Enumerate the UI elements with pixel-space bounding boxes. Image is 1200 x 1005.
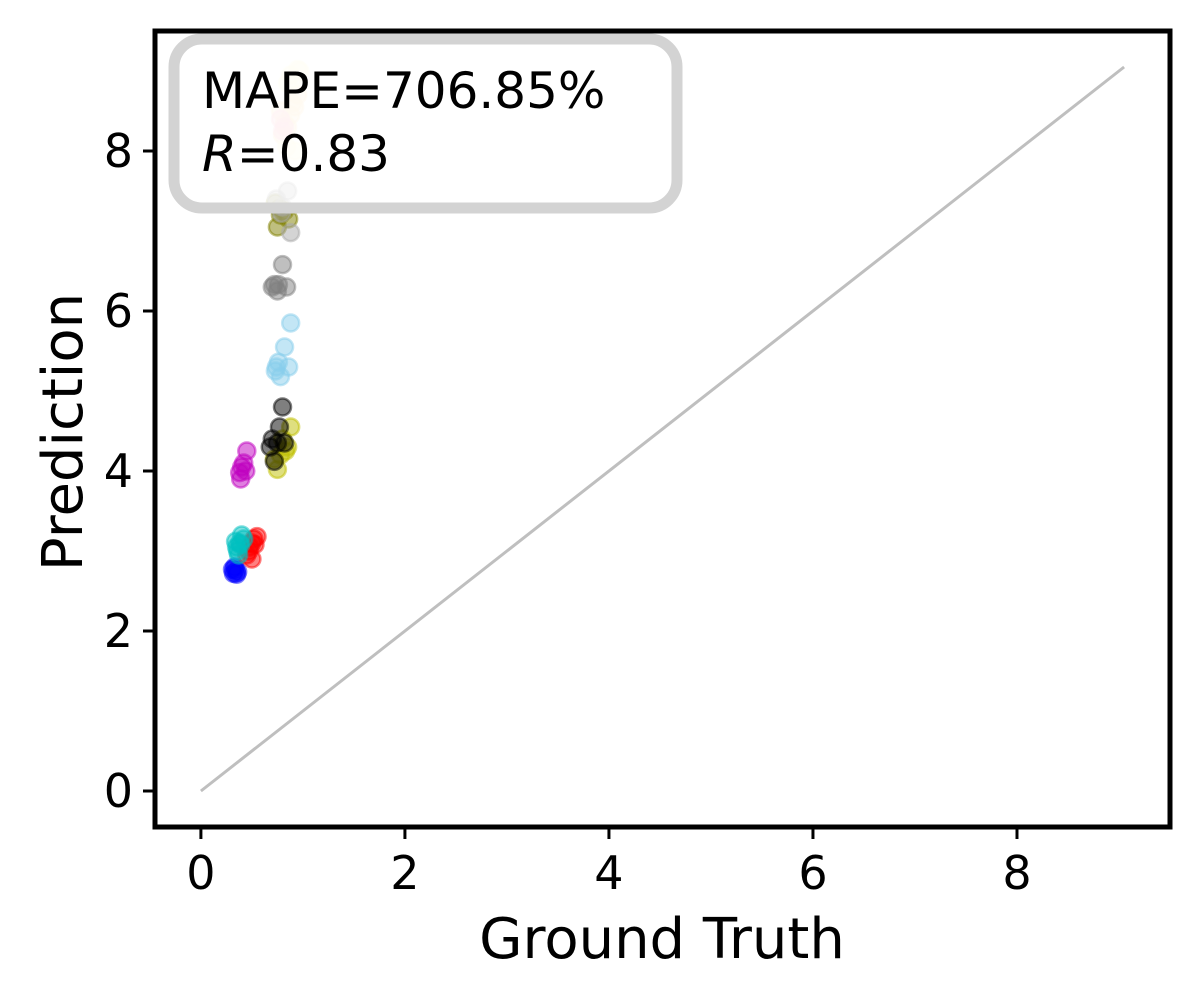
y-tick-label: 2 [104, 604, 133, 658]
r-symbol: R [202, 125, 237, 183]
x-axis-label: Ground Truth [479, 907, 845, 972]
y-tick-label: 8 [104, 124, 133, 178]
x-tick-label: 4 [594, 846, 623, 900]
x-axis-ticks: 0 2 4 6 8 [186, 827, 1032, 900]
data-point [272, 397, 293, 417]
reference-line-layer [199, 65, 1126, 793]
x-tick-label: 2 [390, 846, 419, 900]
y-axis-ticks: 0 2 4 6 8 [104, 124, 155, 818]
data-point [274, 337, 295, 357]
data-point [269, 417, 290, 437]
data-point [264, 451, 285, 472]
x-tick-label: 0 [186, 846, 215, 900]
data-point [265, 361, 286, 381]
mape-text: MAPE=706.85% [202, 62, 605, 120]
data-point [274, 433, 295, 453]
y-tick-label: 4 [104, 444, 133, 498]
plot-frame [152, 28, 1173, 830]
data-point [236, 461, 256, 481]
data-point [280, 313, 301, 333]
x-tick-label: 6 [798, 846, 827, 900]
metrics-annotation: MAPE=706.85% R=0.83 [168, 33, 683, 214]
data-point [225, 531, 246, 552]
data-point [272, 254, 293, 275]
data-point [262, 277, 283, 297]
y-axis-label: Prediction [31, 293, 96, 571]
r-value: =0.83 [237, 125, 390, 183]
x-tick-label: 8 [1002, 846, 1031, 900]
r-text: R=0.83 [202, 125, 390, 183]
annotation-box [168, 33, 683, 214]
identity-line [199, 65, 1126, 793]
y-tick-label: 6 [104, 284, 133, 338]
y-tick-label: 0 [104, 764, 133, 818]
data-point [280, 222, 301, 243]
